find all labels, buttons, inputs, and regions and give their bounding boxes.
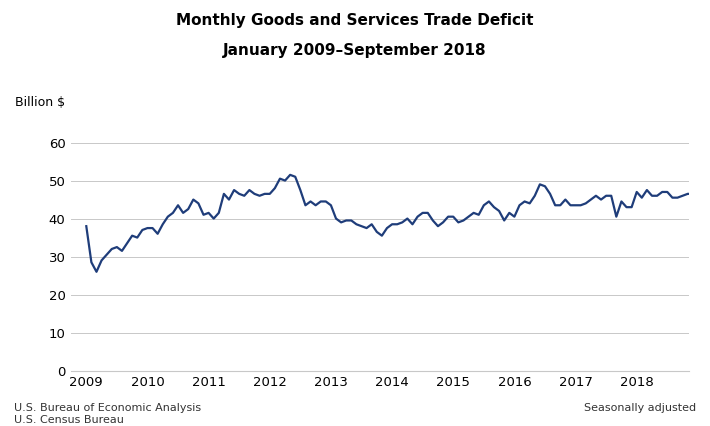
- Text: January 2009–September 2018: January 2009–September 2018: [223, 43, 487, 58]
- Text: U.S. Census Bureau: U.S. Census Bureau: [14, 415, 124, 425]
- Text: U.S. Bureau of Economic Analysis: U.S. Bureau of Economic Analysis: [14, 403, 202, 412]
- Text: Monthly Goods and Services Trade Deficit: Monthly Goods and Services Trade Deficit: [176, 13, 534, 28]
- Text: Seasonally adjusted: Seasonally adjusted: [584, 403, 696, 412]
- Text: Billion $: Billion $: [16, 96, 65, 109]
